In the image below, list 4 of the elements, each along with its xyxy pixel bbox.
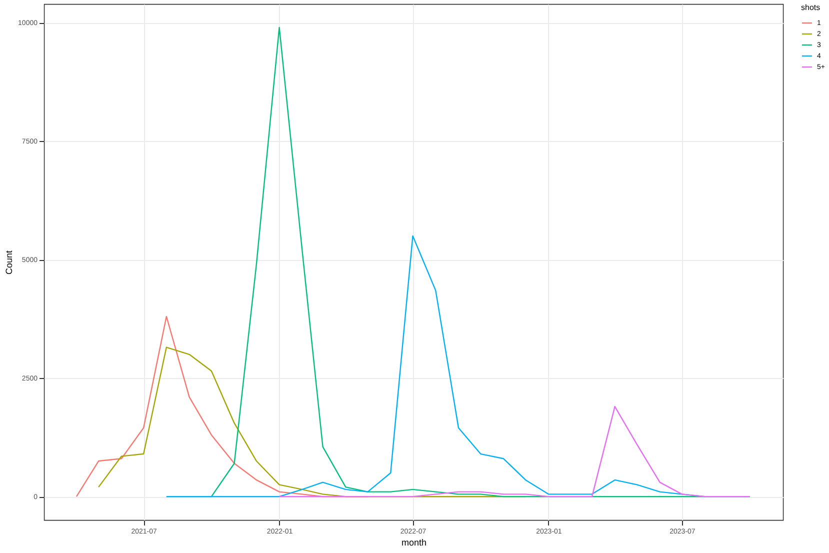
line-series (278, 406, 750, 498)
legend-title: shots (801, 3, 820, 12)
y-axis-title: Count (4, 250, 14, 275)
x-axis-title: month (401, 538, 427, 548)
